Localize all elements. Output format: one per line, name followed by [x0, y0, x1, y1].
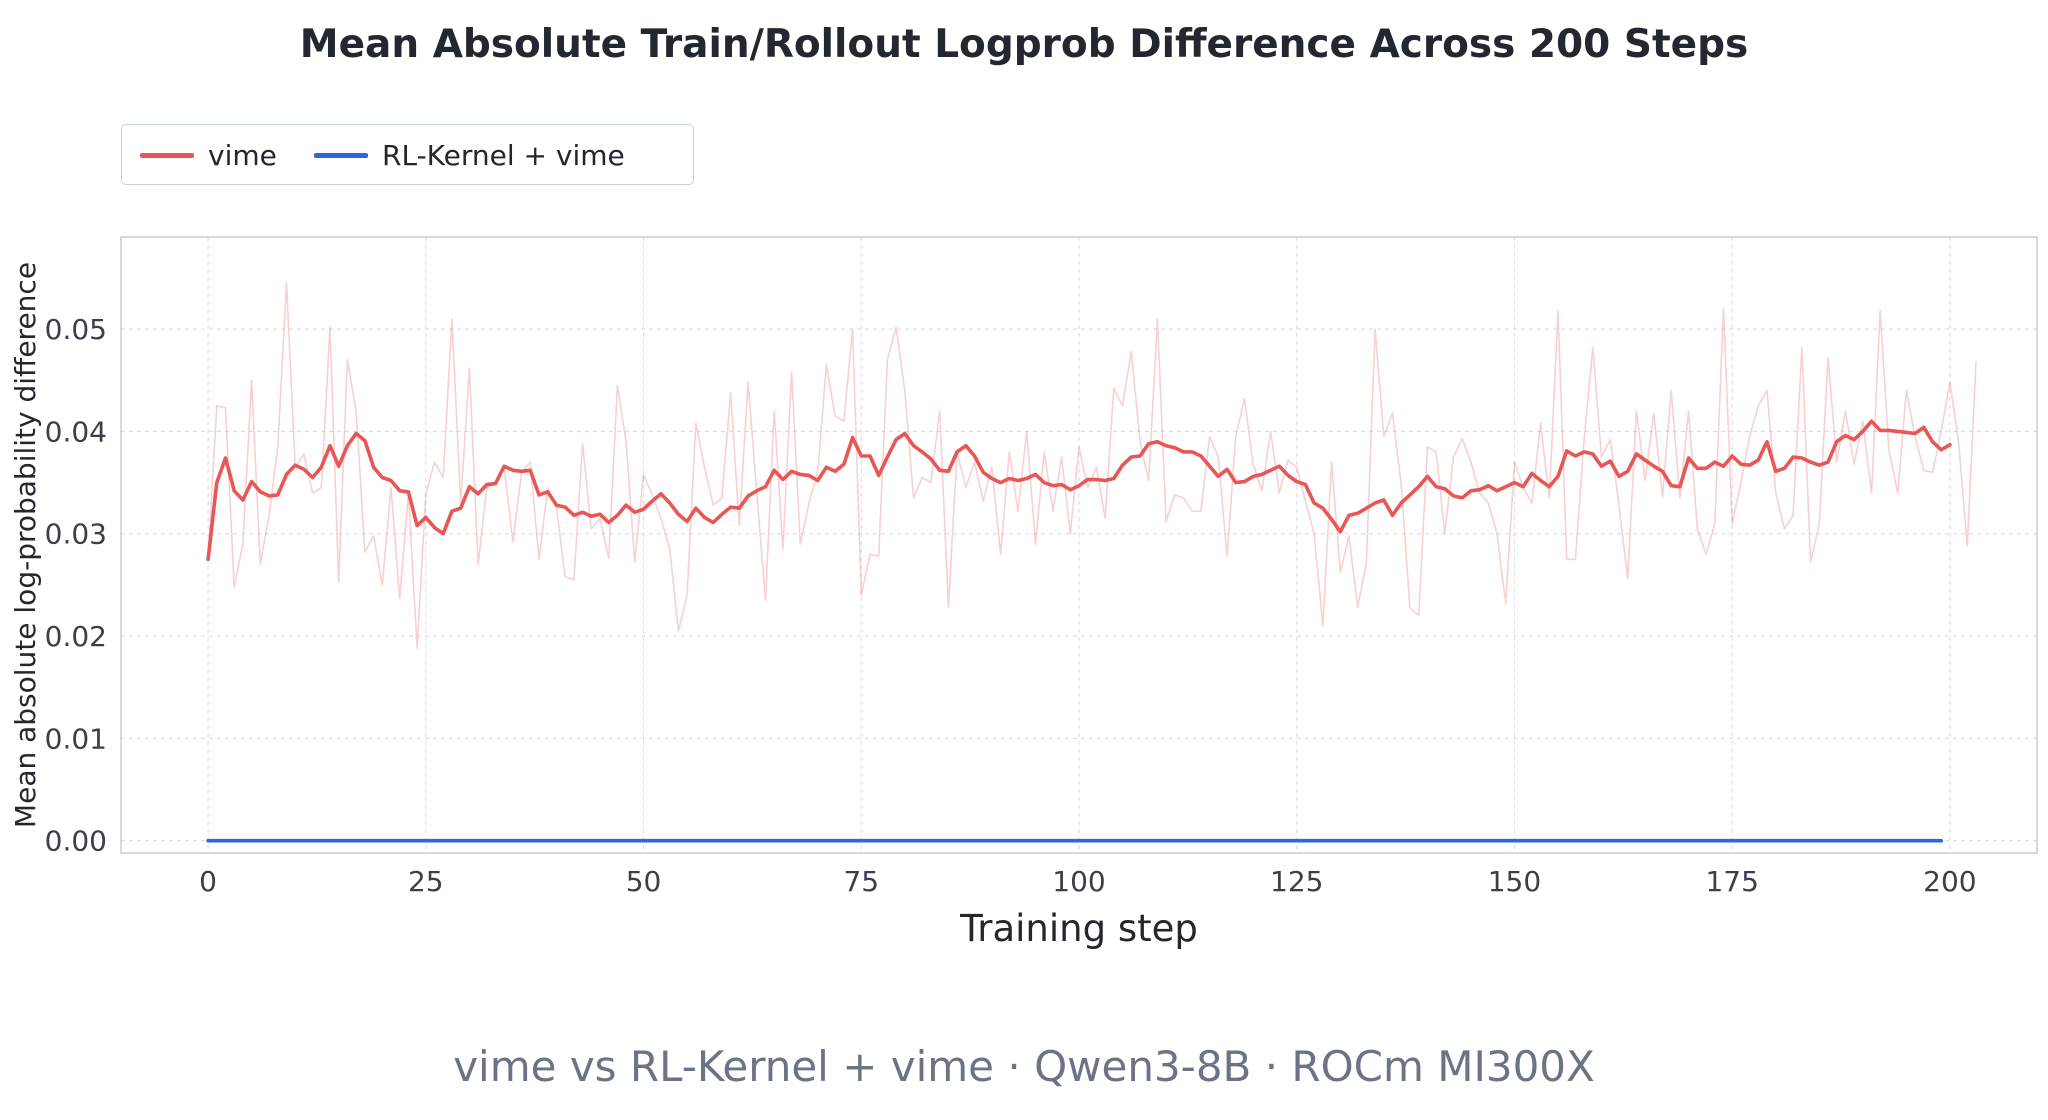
legend-label-vime: vime: [208, 139, 277, 172]
series-line-vime-smoothed: [206, 419, 1952, 562]
plot-frame: [120, 236, 2038, 854]
y-tick-label: 0.03: [45, 518, 107, 551]
x-tick-label: 75: [843, 865, 879, 898]
legend-item-vime[interactable]: vime: [140, 125, 277, 186]
x-tick-label: 125: [1270, 865, 1323, 898]
x-tick-label: 100: [1052, 865, 1105, 898]
y-tick-label: 0.02: [45, 620, 107, 653]
x-tick-label: 0: [199, 865, 217, 898]
y-tick-label: 0.05: [45, 313, 107, 346]
chart-subtitle: vime vs RL-Kernel + vime · Qwen3-8B · RO…: [453, 1042, 1595, 1091]
y-tick-label: 0.04: [45, 415, 107, 448]
legend-swatch-vime: [140, 153, 194, 158]
y-tick-label: 0.01: [45, 722, 107, 755]
y-tick-label: 0.00: [45, 825, 107, 858]
tick-layer: 0 25 50 75 100 125 150 175 200 0.00 0.01 0.02 0.03 0.…: [45, 313, 1977, 898]
y-axis-label: Mean absolute log-probability difference: [9, 262, 42, 828]
legend: vime RL-Kernel + vime: [121, 124, 694, 185]
grid-layer: [121, 237, 2037, 853]
x-tick-label: 150: [1488, 865, 1541, 898]
x-tick-label: 25: [408, 865, 444, 898]
series-layer: [206, 282, 1977, 843]
chart-title: Mean Absolute Train/Rollout Logprob Diff…: [299, 22, 1749, 67]
legend-swatch-rl-kernel-vime: [314, 153, 368, 158]
x-tick-label: 200: [1923, 865, 1976, 898]
x-tick-label: 175: [1705, 865, 1758, 898]
x-tick-label: 50: [626, 865, 662, 898]
legend-item-rl-kernel-vime[interactable]: RL-Kernel + vime: [314, 125, 625, 186]
x-axis-label: Training step: [959, 907, 1198, 950]
legend-label-rl-kernel-vime: RL-Kernel + vime: [382, 139, 625, 172]
